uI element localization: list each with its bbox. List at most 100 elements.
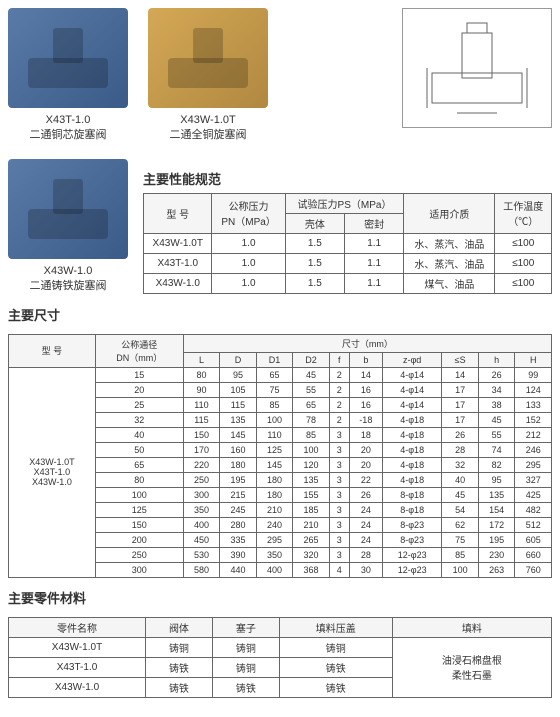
cell: 1.1 xyxy=(345,233,404,253)
th-dim-model: 型 号 xyxy=(9,334,96,367)
cell: 8-φ23 xyxy=(382,517,441,532)
cell: 250 xyxy=(95,547,183,562)
th-seal: 密封 xyxy=(345,213,404,233)
cell: X43W-1.0T xyxy=(144,233,212,253)
cell: 38 xyxy=(478,397,515,412)
cell: 210 xyxy=(293,517,330,532)
table-row: X43T-1.01.01.51.1水、蒸汽、油品≤100 xyxy=(144,253,552,273)
th-cs: ≤S xyxy=(442,352,479,367)
cell: 300 xyxy=(183,487,220,502)
cell: 95 xyxy=(220,367,257,382)
table-row: X43W-1.0T1.01.51.1水、蒸汽、油品≤100 xyxy=(144,233,552,253)
th-L: L xyxy=(183,352,220,367)
cell: 350 xyxy=(256,547,293,562)
cell: 220 xyxy=(183,457,220,472)
cell: 440 xyxy=(220,562,257,577)
th-pn: 公称压力 PN（MPa） xyxy=(212,193,285,233)
cell: 22 xyxy=(349,472,382,487)
th-mat-plug: 塞子 xyxy=(212,617,279,637)
cell: 210 xyxy=(256,502,293,517)
cell: 40 xyxy=(442,472,479,487)
cell: 152 xyxy=(515,412,552,427)
cell: 368 xyxy=(293,562,330,577)
cell: 99 xyxy=(515,367,552,382)
cell: 605 xyxy=(515,532,552,547)
cell: 14 xyxy=(349,367,382,382)
cell: 20 xyxy=(349,457,382,472)
cell: 34 xyxy=(478,382,515,397)
cell: 铸铁 xyxy=(146,677,213,697)
cell: 8-φ18 xyxy=(382,487,441,502)
cell: 180 xyxy=(256,472,293,487)
cell: 170 xyxy=(183,442,220,457)
cell: 350 xyxy=(183,502,220,517)
cell: X43T-1.0 xyxy=(9,657,146,677)
cell: 8-φ23 xyxy=(382,532,441,547)
cell: 482 xyxy=(515,502,552,517)
cell: 30 xyxy=(349,562,382,577)
cell: 水、蒸汽、油品 xyxy=(404,253,495,273)
cell: 124 xyxy=(515,382,552,397)
cell: 26 xyxy=(478,367,515,382)
cell: 1.1 xyxy=(345,273,404,293)
cell: 45 xyxy=(442,487,479,502)
technical-diagram xyxy=(402,8,552,128)
th-H: H xyxy=(515,352,552,367)
valve-image-1 xyxy=(8,8,128,108)
th-b: b xyxy=(349,352,382,367)
cell: 295 xyxy=(256,532,293,547)
cell: 215 xyxy=(220,487,257,502)
cell: 铸铜 xyxy=(212,637,279,657)
cell: X43T-1.0 xyxy=(144,253,212,273)
cell: 62 xyxy=(442,517,479,532)
cell: 24 xyxy=(349,532,382,547)
th-D1: D1 xyxy=(256,352,293,367)
cell: 295 xyxy=(515,457,552,472)
cell: 1.5 xyxy=(285,233,344,253)
cell: 32 xyxy=(95,412,183,427)
cell: 4-φ18 xyxy=(382,442,441,457)
cell: 246 xyxy=(515,442,552,457)
cell: 18 xyxy=(349,427,382,442)
th-zphid: z-φd xyxy=(382,352,441,367)
cell: 280 xyxy=(220,517,257,532)
cell: 263 xyxy=(478,562,515,577)
cell: 110 xyxy=(183,397,220,412)
cell: 120 xyxy=(293,457,330,472)
cell: 100 xyxy=(442,562,479,577)
cell: ≤100 xyxy=(495,233,552,253)
model-2: X43W-1.0T xyxy=(148,113,268,128)
cell: 铸铁 xyxy=(279,677,392,697)
cell: 4-φ14 xyxy=(382,367,441,382)
cell: 125 xyxy=(95,502,183,517)
cell: 24 xyxy=(349,502,382,517)
cell: 195 xyxy=(220,472,257,487)
cell: 425 xyxy=(515,487,552,502)
cell: 74 xyxy=(478,442,515,457)
table-row: X43W-1.01.01.51.1煤气、油品≤100 xyxy=(144,273,552,293)
cell: 95 xyxy=(478,472,515,487)
cell: 133 xyxy=(515,397,552,412)
th-test: 试验压力PS（MPa） xyxy=(285,193,404,213)
cell: 32 xyxy=(442,457,479,472)
cell: 145 xyxy=(256,457,293,472)
cell: 3 xyxy=(329,487,349,502)
cell: 40 xyxy=(95,427,183,442)
cell: 100 xyxy=(95,487,183,502)
cell: 铸铁 xyxy=(146,657,213,677)
cell: 80 xyxy=(95,472,183,487)
cell: 230 xyxy=(478,547,515,562)
cell: 105 xyxy=(220,382,257,397)
product-3: X43W-1.0二通铸铁旋塞阀 xyxy=(8,159,128,295)
material-table: 零件名称 阀体 塞子 填料压盖 填料 X43W-1.0T铸铜铸铜铸铜油浸石棉盘根… xyxy=(8,617,552,698)
cell: 390 xyxy=(220,547,257,562)
cell: 580 xyxy=(183,562,220,577)
spec-table: 型 号 公称压力 PN（MPa） 试验压力PS（MPa） 适用介质 工作温度 （… xyxy=(143,193,552,294)
cell: 铸铜 xyxy=(146,637,213,657)
packing-cell: 油浸石棉盘根 柔性石墨 xyxy=(392,637,551,697)
cell: 55 xyxy=(478,427,515,442)
cell: 145 xyxy=(220,427,257,442)
cell: 16 xyxy=(349,382,382,397)
th-dn: 公称通径 DN（mm） xyxy=(95,334,183,367)
cell: ≤100 xyxy=(495,253,552,273)
